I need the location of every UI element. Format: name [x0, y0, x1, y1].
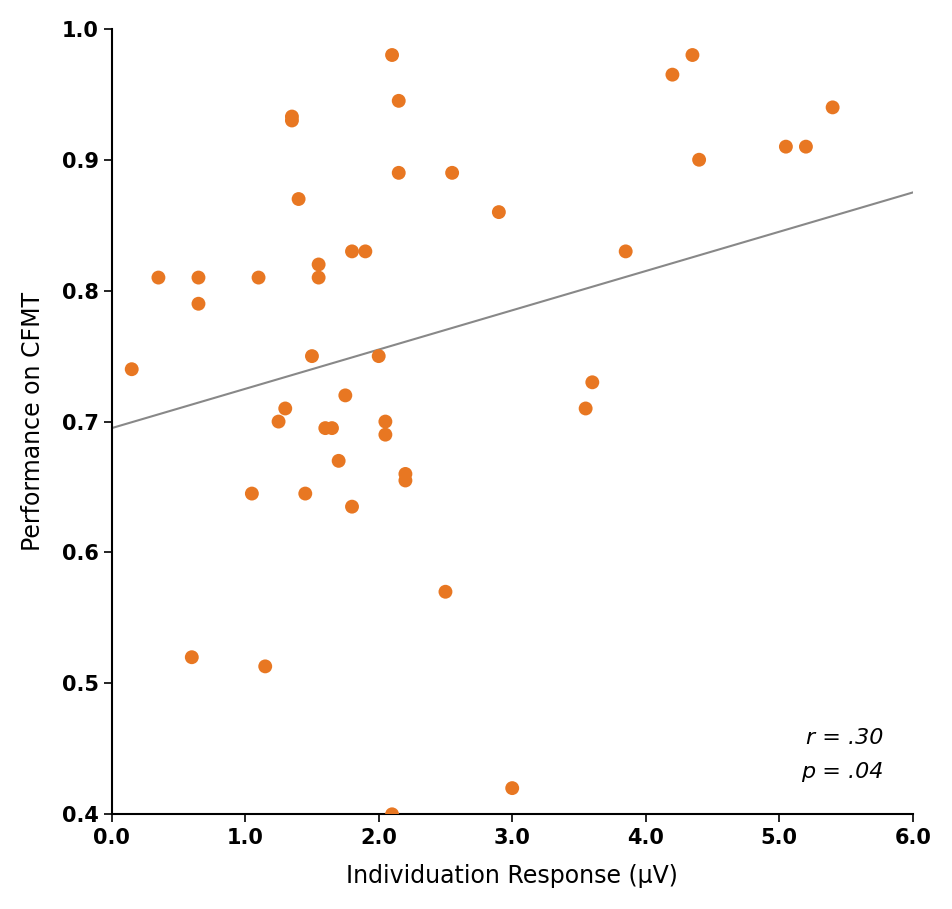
Point [585, 375, 600, 390]
Point [271, 415, 287, 429]
Text: p = .04: p = .04 [801, 763, 883, 783]
Point [184, 650, 199, 664]
Point [438, 584, 453, 599]
Point [371, 349, 387, 364]
Point [684, 48, 700, 63]
Point [311, 270, 327, 285]
Point [345, 499, 360, 514]
Point [311, 257, 327, 272]
Point [331, 454, 347, 468]
Point [779, 139, 794, 154]
Point [245, 486, 260, 501]
Point [291, 192, 307, 206]
Point [799, 139, 814, 154]
Point [691, 153, 706, 167]
Point [391, 94, 407, 108]
Point [445, 165, 460, 180]
Point [278, 401, 293, 415]
Point [338, 388, 353, 403]
X-axis label: Individuation Response (μV): Individuation Response (μV) [347, 864, 678, 888]
Point [251, 270, 267, 285]
Point [578, 401, 593, 415]
Text: r = .30: r = .30 [806, 728, 883, 748]
Point [398, 466, 413, 481]
Point [378, 427, 393, 442]
Point [358, 245, 373, 259]
Point [505, 781, 520, 795]
Point [385, 48, 400, 63]
Y-axis label: Performance on CFMT: Performance on CFMT [21, 292, 45, 551]
Point [285, 109, 300, 124]
Point [664, 67, 680, 82]
Point [398, 474, 413, 488]
Point [124, 362, 139, 376]
Point [618, 245, 633, 259]
Point [150, 270, 166, 285]
Point [391, 165, 407, 180]
Point [325, 421, 340, 435]
Point [258, 659, 273, 674]
Point [385, 807, 400, 822]
Point [285, 114, 300, 128]
Point [825, 100, 841, 115]
Point [190, 270, 206, 285]
Point [298, 486, 313, 501]
Point [378, 415, 393, 429]
Point [491, 205, 506, 219]
Point [190, 296, 206, 311]
Point [305, 349, 320, 364]
Point [318, 421, 333, 435]
Point [345, 245, 360, 259]
